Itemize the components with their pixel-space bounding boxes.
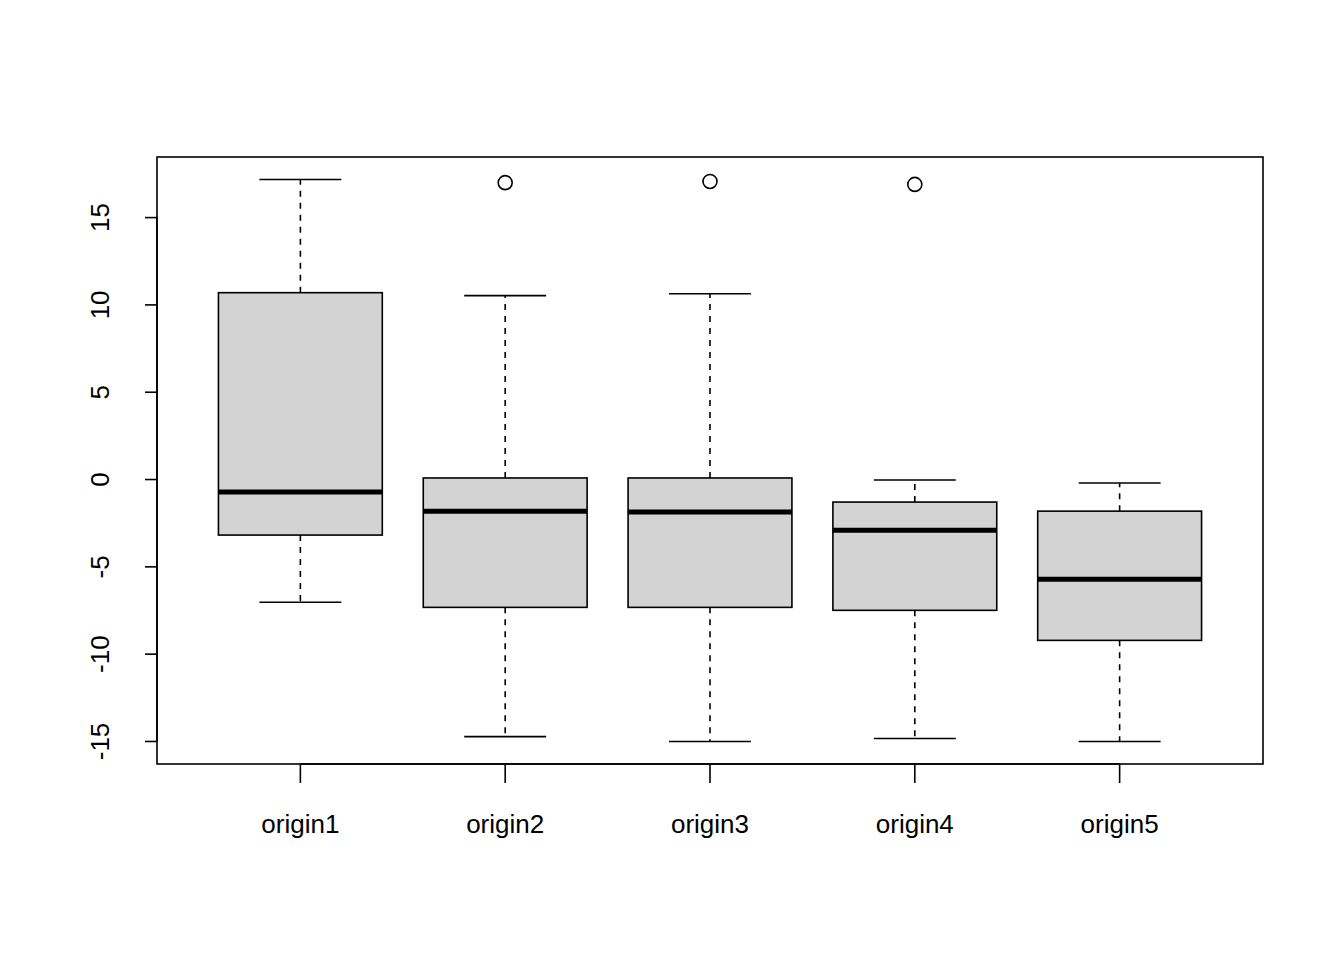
x-tick-label: origin1 bbox=[261, 809, 339, 839]
plot-area bbox=[218, 174, 1201, 741]
x-tick bbox=[1119, 764, 1121, 783]
median bbox=[218, 490, 382, 495]
upper-cap bbox=[1079, 482, 1161, 484]
y-tick-label: 15 bbox=[85, 203, 115, 232]
lower-whisker bbox=[504, 607, 506, 736]
background bbox=[0, 0, 1344, 960]
chart: -15 -10 -5 0 5 10 15 origin1 origin2 origin3 origi… bbox=[0, 0, 1344, 960]
median bbox=[628, 510, 792, 515]
lower-whisker bbox=[709, 607, 711, 741]
median bbox=[833, 528, 997, 533]
median bbox=[423, 509, 587, 514]
x-tick-label: origin4 bbox=[876, 809, 954, 839]
y-tick-label: -10 bbox=[85, 635, 115, 673]
y-tick-label: 5 bbox=[85, 385, 115, 399]
upper-whisker bbox=[504, 296, 506, 478]
box bbox=[1038, 511, 1202, 640]
upper-cap bbox=[669, 293, 751, 295]
box bbox=[218, 293, 382, 535]
y-tick bbox=[145, 217, 157, 219]
lower-whisker bbox=[300, 535, 302, 602]
x-tick-label: origin2 bbox=[466, 809, 544, 839]
upper-whisker bbox=[914, 480, 916, 502]
x-tick bbox=[504, 764, 506, 783]
plot-frame bbox=[157, 157, 1263, 764]
lower-cap bbox=[669, 741, 751, 743]
upper-whisker bbox=[300, 180, 302, 293]
lower-whisker bbox=[914, 610, 916, 738]
x-tick-label: origin3 bbox=[671, 809, 749, 839]
lower-whisker bbox=[1119, 640, 1121, 741]
lower-cap bbox=[874, 738, 956, 740]
lower-cap bbox=[1079, 741, 1161, 743]
upper-cap bbox=[874, 479, 956, 481]
x-tick bbox=[709, 764, 711, 783]
y-tick bbox=[145, 741, 157, 743]
box bbox=[423, 478, 587, 607]
upper-whisker bbox=[1119, 483, 1121, 511]
y-tick-label: 0 bbox=[85, 472, 115, 486]
y-tick-label: -5 bbox=[85, 555, 115, 578]
outlier bbox=[498, 176, 512, 190]
x-tick bbox=[300, 764, 302, 783]
x-tick bbox=[914, 764, 916, 783]
y-tick bbox=[145, 479, 157, 481]
lower-cap bbox=[259, 601, 341, 603]
median bbox=[1038, 577, 1202, 582]
y-tick bbox=[145, 653, 157, 655]
x-tick-label: origin5 bbox=[1081, 809, 1159, 839]
y-tick bbox=[145, 391, 157, 393]
y-tick-label: -15 bbox=[85, 723, 115, 761]
lower-cap bbox=[464, 736, 546, 738]
upper-cap bbox=[259, 179, 341, 181]
upper-whisker bbox=[709, 294, 711, 478]
upper-cap bbox=[464, 295, 546, 297]
box bbox=[628, 478, 792, 607]
y-tick bbox=[145, 566, 157, 568]
outlier bbox=[703, 174, 717, 188]
y-tick-label: 10 bbox=[85, 290, 115, 319]
outlier bbox=[908, 177, 922, 191]
box bbox=[833, 502, 997, 610]
y-tick bbox=[145, 304, 157, 306]
